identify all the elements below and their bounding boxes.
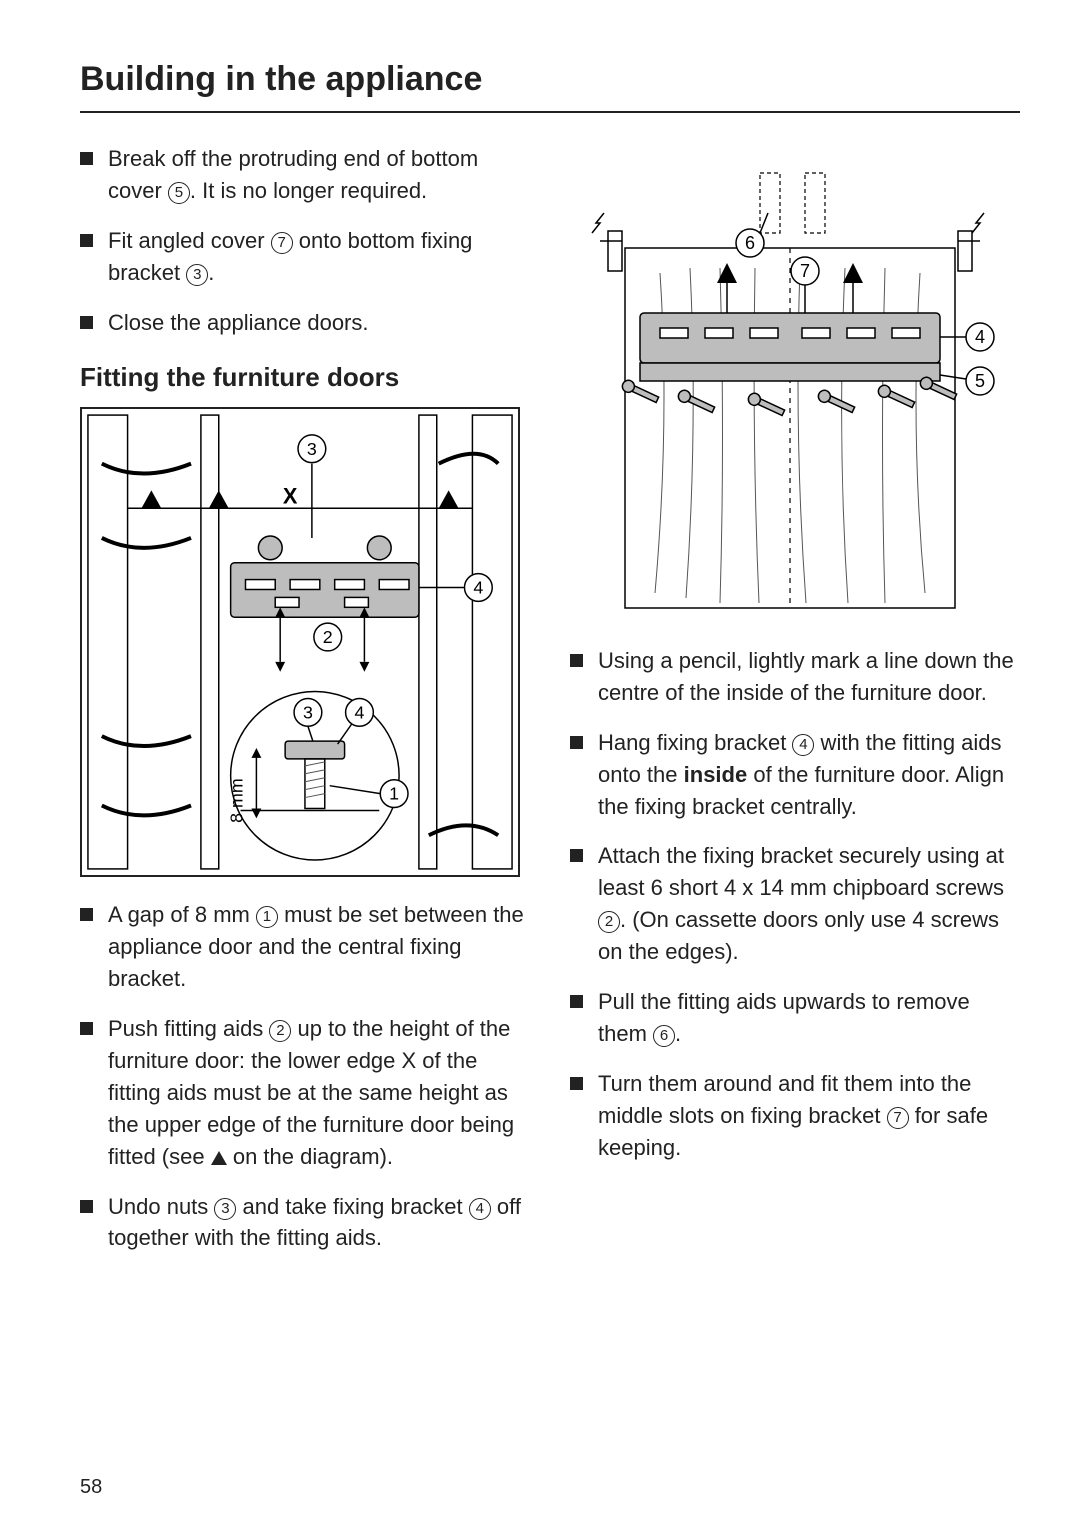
ref-6: 6 xyxy=(653,1025,675,1047)
svg-text:8 mm: 8 mm xyxy=(227,779,247,824)
ref-7: 7 xyxy=(271,232,293,254)
svg-text:6: 6 xyxy=(745,233,755,253)
list-item: A gap of 8 mm 1 must be set between the … xyxy=(80,899,530,995)
text: Close the appliance doors. xyxy=(108,310,369,335)
bold-inside: inside xyxy=(684,762,748,787)
page-number: 58 xyxy=(80,1476,102,1499)
ref-4: 4 xyxy=(792,734,814,756)
text: and take fixing bracket xyxy=(236,1194,468,1219)
text: . xyxy=(208,260,214,285)
svg-text:7: 7 xyxy=(800,261,810,281)
text: on the diagram). xyxy=(227,1144,393,1169)
text: Hang fixing bracket xyxy=(598,730,792,755)
subheading-fitting-doors: Fitting the furniture doors xyxy=(80,362,530,393)
svg-text:4: 4 xyxy=(354,703,364,723)
svg-text:2: 2 xyxy=(323,627,333,647)
figure-door-front: 6 7 4 5 xyxy=(570,153,1010,623)
left-column: Break off the protruding end of bottom c… xyxy=(80,143,530,1272)
right-column: 6 7 4 5 Using a pencil, lightly mark a l… xyxy=(570,143,1020,1272)
screws xyxy=(620,375,958,418)
right-list: Using a pencil, lightly mark a line down… xyxy=(570,645,1020,1163)
text: Undo nuts xyxy=(108,1194,214,1219)
content-columns: Break off the protruding end of bottom c… xyxy=(80,143,1020,1272)
text: Fit angled cover xyxy=(108,228,271,253)
list-item: Using a pencil, lightly mark a line down… xyxy=(570,645,1020,709)
lower-left-list: A gap of 8 mm 1 must be set between the … xyxy=(80,899,530,1254)
ref-5: 5 xyxy=(168,182,190,204)
ref-2: 2 xyxy=(269,1020,291,1042)
text: . (On cassette doors only use 4 screws o… xyxy=(598,907,999,964)
figure-bracket-side: X xyxy=(80,407,520,877)
ref-3: 3 xyxy=(214,1198,236,1220)
svg-text:4: 4 xyxy=(975,327,985,347)
svg-text:3: 3 xyxy=(307,439,317,459)
list-item: Break off the protruding end of bottom c… xyxy=(80,143,530,207)
text: Push fitting aids xyxy=(108,1016,269,1041)
figure-door-front-svg: 6 7 4 5 xyxy=(570,153,1010,623)
list-item: Pull the fitting aids upwards to remove … xyxy=(570,986,1020,1050)
text: A gap of 8 mm xyxy=(108,902,256,927)
list-item: Turn them around and fit them into the m… xyxy=(570,1068,1020,1164)
intro-list: Break off the protruding end of bottom c… xyxy=(80,143,530,338)
figure-bracket-side-svg: X xyxy=(82,409,518,875)
text: Using a pencil, lightly mark a line down… xyxy=(598,648,1014,705)
svg-text:5: 5 xyxy=(975,371,985,391)
ref-3: 3 xyxy=(186,264,208,286)
ref-2: 2 xyxy=(598,911,620,933)
ref-4: 4 xyxy=(469,1198,491,1220)
svg-text:4: 4 xyxy=(473,578,483,598)
ref-1: 1 xyxy=(256,906,278,928)
svg-text:X: X xyxy=(283,484,298,509)
text: . xyxy=(675,1021,681,1046)
list-item: Close the appliance doors. xyxy=(80,307,530,339)
text: Attach the fixing bracket securely using… xyxy=(598,843,1004,900)
svg-text:1: 1 xyxy=(389,784,399,804)
text: . It is no longer required. xyxy=(190,178,427,203)
list-item: Hang fixing bracket 4 with the fitting a… xyxy=(570,727,1020,823)
ref-7: 7 xyxy=(887,1107,909,1129)
triangle-icon xyxy=(211,1151,227,1165)
list-item: Attach the fixing bracket securely using… xyxy=(570,840,1020,968)
svg-text:3: 3 xyxy=(303,703,313,723)
list-item: Undo nuts 3 and take fixing bracket 4 of… xyxy=(80,1191,530,1255)
list-item: Fit angled cover 7 onto bottom fixing br… xyxy=(80,225,530,289)
page-title: Building in the appliance xyxy=(80,60,1020,113)
list-item: Push fitting aids 2 up to the height of … xyxy=(80,1013,530,1172)
